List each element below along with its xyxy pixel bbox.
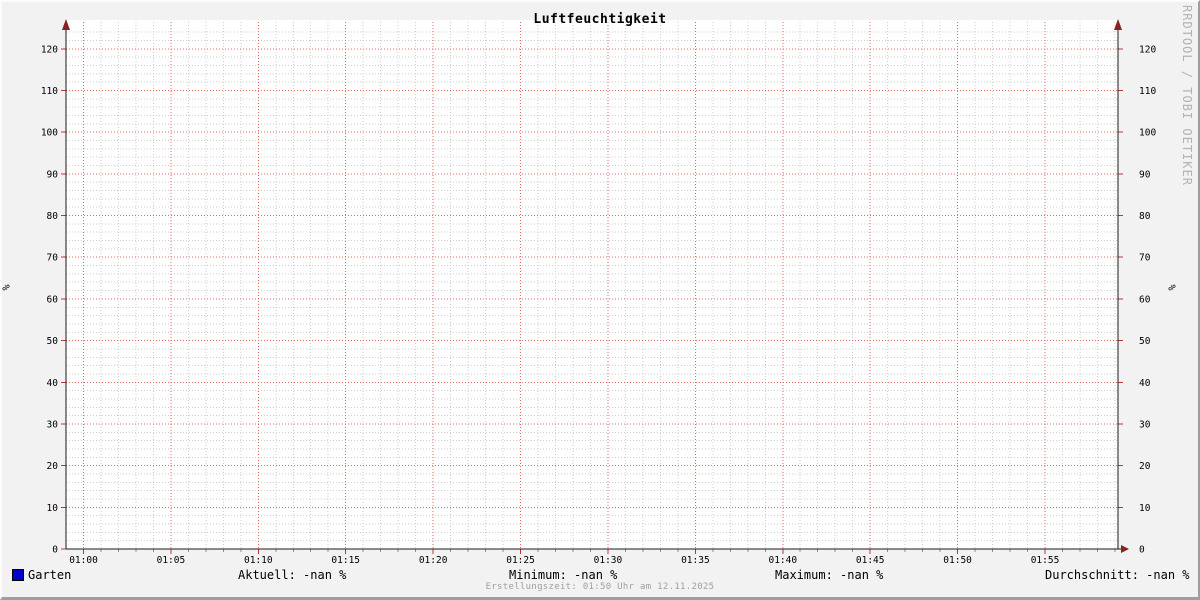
- y-tick-label-right: 40: [1139, 378, 1151, 389]
- y-axis-arrow-left: [62, 19, 70, 30]
- y-axis-arrow-right: [1114, 19, 1122, 30]
- y-tick-label-right: 80: [1139, 211, 1151, 222]
- x-tick-label: 01:50: [943, 555, 972, 566]
- y-tick-label-right: 100: [1139, 128, 1156, 139]
- legend-stat-aktuell: Aktuell: -nan %: [238, 568, 347, 582]
- y-tick-label-left: 80: [47, 211, 59, 222]
- legend-color-swatch: [12, 569, 24, 581]
- chart-canvas: [66, 20, 1118, 549]
- y-tick-label-right: 20: [1139, 461, 1151, 472]
- x-tick-label: 01:40: [768, 555, 797, 566]
- x-tick-label: 01:05: [157, 555, 186, 566]
- x-tick-label: 01:30: [594, 555, 623, 566]
- y-tick-label-right: 10: [1139, 503, 1151, 514]
- y-tick-label-right: 50: [1139, 336, 1151, 347]
- x-tick-label: 01:10: [244, 555, 273, 566]
- y-tick-label-right: 110: [1139, 86, 1156, 97]
- x-tick-label: 01:00: [69, 555, 98, 566]
- x-axis-arrow: [1121, 545, 1129, 553]
- y-tick-label-left: 0: [52, 545, 58, 556]
- y-axis-unit-right: %: [1167, 284, 1179, 291]
- y-tick-label-left: 110: [41, 86, 58, 97]
- legend-series-label: Garten: [28, 568, 72, 582]
- y-tick-label-left: 40: [47, 378, 59, 389]
- y-tick-label-left: 20: [47, 461, 59, 472]
- legend-stat-minimum: Minimum: -nan %: [509, 568, 618, 582]
- y-axis-unit-left: %: [1, 284, 13, 291]
- x-tick-label: 01:45: [856, 555, 885, 566]
- x-tick-label: 01:25: [506, 555, 535, 566]
- y-tick-label-right: 30: [1139, 419, 1151, 430]
- y-tick-label-right: 0: [1139, 545, 1145, 556]
- y-tick-label-left: 100: [41, 128, 58, 139]
- chart-title: Luftfeuchtigkeit: [533, 12, 667, 27]
- y-tick-label-left: 120: [41, 44, 58, 55]
- y-tick-label-left: 60: [47, 294, 59, 305]
- y-tick-label-right: 120: [1139, 44, 1156, 55]
- x-tick-label: 01:35: [681, 555, 710, 566]
- y-tick-label-left: 30: [47, 419, 59, 430]
- y-tick-label-right: 60: [1139, 294, 1151, 305]
- y-tick-label-left: 10: [47, 503, 59, 514]
- y-tick-label-right: 90: [1139, 169, 1151, 180]
- legend: Garten Aktuell: -nan % Minimum: -nan % Max…: [2, 568, 1198, 583]
- y-tick-label-left: 50: [47, 336, 59, 347]
- x-tick-label: 01:55: [1031, 555, 1060, 566]
- y-tick-label-left: 70: [47, 253, 59, 264]
- legend-stat-maximum: Maximum: -nan %: [775, 568, 884, 582]
- x-tick-label: 01:15: [331, 555, 360, 566]
- legend-stat-durchschnitt: Durchschnitt: -nan %: [1045, 568, 1190, 582]
- x-tick-label: 01:20: [419, 555, 448, 566]
- y-tick-label-right: 70: [1139, 253, 1151, 264]
- rrdtool-watermark: RRDTOOL / TOBI OETIKER: [1180, 5, 1194, 186]
- footer-timestamp: Erstellungszeit: 01:50 Uhr am 12.11.2025: [485, 582, 715, 592]
- y-tick-label-left: 90: [47, 169, 59, 180]
